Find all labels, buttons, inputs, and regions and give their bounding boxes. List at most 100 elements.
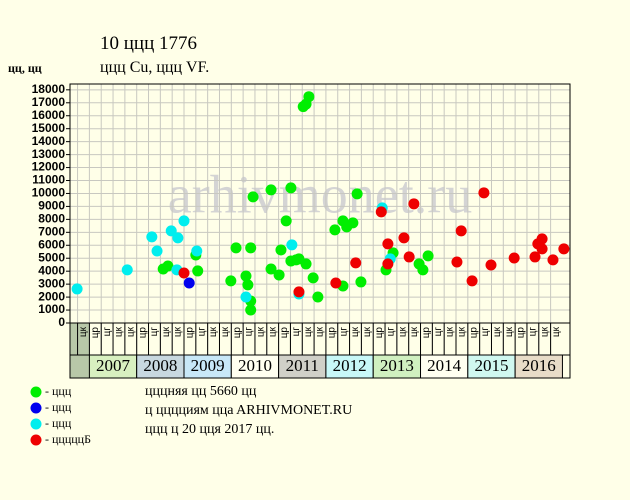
x-sub-tick-label: цг [433,327,444,337]
plot-area [70,84,570,323]
data-point [245,242,257,254]
note: ц цццциям ццa ARHIVMONET.RU [145,403,352,418]
data-point [403,251,415,263]
data-point [293,286,305,298]
x-sub-tick-label: цр [185,327,196,339]
data-point [312,291,324,303]
data-point [178,215,190,227]
note: ццц ц 20 цця 2017 цц. [145,422,274,437]
y-tick-label: 3000 [38,276,65,290]
data-point [455,225,467,237]
data-point [329,224,341,236]
x-sub-tick-label: цг [386,327,397,337]
data-point [417,264,429,276]
x-sub-tick-label: цр [232,327,243,339]
x-sub-tick-label: цк [457,326,468,337]
data-point [242,279,254,291]
legend-label: - ццц [45,384,72,398]
data-point [307,272,319,284]
y-tick-label: 13000 [32,147,66,161]
data-point [265,263,277,275]
data-point [355,276,367,288]
data-point [485,259,497,271]
data-point [422,250,434,262]
y-tick-label: 0 [58,315,65,329]
y-tick-label: 14000 [32,134,66,148]
year-label: 2010 [238,356,272,375]
x-sub-tick-label: цк [551,326,562,337]
data-point [191,245,203,257]
data-point [351,188,363,200]
data-point [146,231,158,243]
x-sub-tick-label: цк [504,326,515,337]
data-point [466,275,478,287]
year-label: 2008 [143,356,177,375]
y-tick-label: 7000 [38,224,65,238]
x-sub-tick-label: цг [480,327,491,337]
x-sub-tick-label: цк [256,326,267,337]
x-sub-tick-label: цг [102,327,113,337]
y-tick-label: 10000 [32,186,66,200]
x-sub-tick-label: цг [338,327,349,337]
data-point [192,265,204,277]
x-sub-tick-label: цр [326,327,337,339]
y-tick-label: 8000 [38,212,65,226]
data-point [286,239,298,251]
x-sub-tick-label: цр [421,327,432,339]
y-tick-label: 1000 [38,302,65,316]
data-point [247,191,259,203]
x-sub-tick-label: цк [315,326,326,337]
year-label: 2011 [286,356,319,375]
year-label: 2016 [522,356,556,375]
data-point [273,269,285,281]
legend-marker [30,402,42,414]
data-point [151,245,163,257]
y-tick-label: 11000 [32,173,65,187]
x-sub-tick-label: цк [445,326,456,337]
data-point [275,244,287,256]
y-tick-label: 2000 [38,289,65,303]
y-tick-label: 17000 [32,95,66,109]
y-tick-label: 16000 [32,108,66,122]
x-sub-tick-label: цк [539,326,550,337]
data-point [165,225,177,237]
data-point [529,251,541,263]
year-label: 2014 [427,356,462,375]
data-point [508,252,520,264]
data-point [398,232,410,244]
x-sub-tick-label: цг [149,327,160,337]
data-point [71,283,83,295]
y-tick-label: 9000 [38,199,65,213]
x-sub-tick-label: цк [220,326,231,337]
data-point [558,243,570,255]
x-sub-tick-label: цк [208,326,219,337]
x-sub-tick-label: цр [468,327,479,339]
data-point [382,258,394,270]
data-point [536,243,548,255]
data-point [240,291,252,303]
legend-marker [30,386,42,398]
data-point [245,304,257,316]
x-sub-tick-label: цк [78,326,89,337]
data-point [408,198,420,210]
x-sub-tick-label: цк [161,326,172,337]
chart-subtitle: ццц Cu, ццц VF. [100,59,209,76]
legend-marker [30,434,42,446]
y-tick-label: 4000 [38,263,65,277]
x-sub-tick-label: цр [279,327,290,339]
x-sub-tick-label: цк [397,326,408,337]
x-sub-tick-label: цр [516,327,527,339]
x-sub-tick-label: цг [291,327,302,337]
data-point [547,254,559,266]
data-point [478,187,490,199]
x-sub-tick-label: цг [196,327,207,337]
data-point [225,275,237,287]
data-point [300,258,312,270]
y-tick-label: 5000 [38,250,65,264]
year-label: 2015 [474,356,508,375]
y-tick-label: 18000 [32,82,66,96]
data-point [121,264,133,276]
x-sub-tick-label: цр [374,327,385,339]
note: цццняя цц 5660 цц [145,384,257,399]
data-point [347,217,359,229]
